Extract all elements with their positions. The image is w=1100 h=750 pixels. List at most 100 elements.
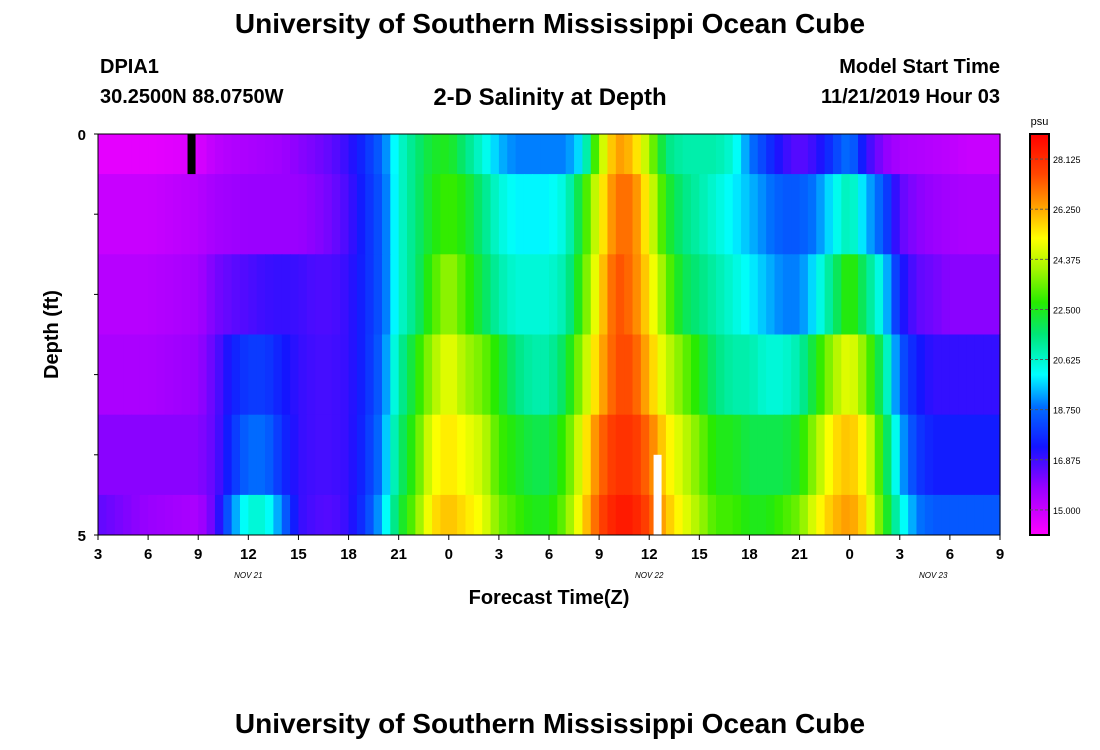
heatmap-cell <box>757 334 767 416</box>
heatmap-cell <box>348 254 358 335</box>
heatmap-cell <box>891 174 901 255</box>
heatmap-cell <box>98 494 107 536</box>
heatmap-cell <box>173 494 183 536</box>
heatmap-cell <box>290 174 300 255</box>
heatmap-cell <box>607 134 617 175</box>
heatmap-cell <box>348 334 358 416</box>
heatmap-cell <box>507 254 517 335</box>
heatmap-cell <box>273 494 283 536</box>
heatmap-cell <box>607 334 617 416</box>
heatmap-cell <box>924 254 934 335</box>
heatmap-cell <box>482 174 492 255</box>
heatmap-cell <box>523 134 533 175</box>
heatmap-cell <box>724 334 734 416</box>
heatmap-cell <box>690 494 700 536</box>
heatmap-cell <box>432 134 442 175</box>
heatmap-cell <box>841 174 851 255</box>
heatmap-cell <box>724 134 734 175</box>
date-label: NOV 22 <box>635 571 664 580</box>
heatmap-cell <box>615 174 625 255</box>
heatmap-cell <box>682 134 692 175</box>
heatmap-cell <box>298 494 308 536</box>
heatmap-cell <box>148 174 158 255</box>
heatmap-cell <box>532 494 542 536</box>
heatmap-cell <box>523 174 533 255</box>
heatmap-cell <box>114 174 124 255</box>
heatmap-cell <box>966 254 976 335</box>
heatmap-cell <box>799 254 809 335</box>
heatmap-cell <box>515 254 525 335</box>
heatmap-cell <box>214 494 224 536</box>
heatmap-cell <box>239 174 249 255</box>
heatmap-cell <box>156 134 166 175</box>
heatmap-cell <box>858 334 867 416</box>
heatmap-cell <box>164 254 174 335</box>
heatmap-cell <box>774 494 784 536</box>
heatmap-cell <box>849 174 859 255</box>
heatmap-cell <box>899 174 909 255</box>
heatmap-cell <box>498 254 508 335</box>
heatmap-cell <box>523 254 533 335</box>
heatmap-cell <box>607 414 617 496</box>
heatmap-cell <box>941 334 951 416</box>
heatmap-cell <box>766 134 776 175</box>
heatmap-cell <box>774 174 784 255</box>
heatmap-cell <box>415 174 425 255</box>
heatmap-cell <box>557 254 567 335</box>
heatmap-cell <box>306 254 316 335</box>
heatmap-cell <box>991 174 1001 255</box>
heatmap-cells <box>98 134 1001 536</box>
heatmap-cell <box>883 134 893 175</box>
heatmap-cell <box>590 134 600 175</box>
heatmap-cell <box>749 414 759 496</box>
heatmap-cell <box>214 134 224 175</box>
model-start-label: Model Start Time <box>839 56 1000 78</box>
heatmap-cell <box>690 254 700 335</box>
heatmap-cell <box>883 494 893 536</box>
heatmap-cell <box>114 334 124 416</box>
heatmap-cell <box>874 134 884 175</box>
heatmap-cell <box>515 414 525 496</box>
heatmap-cell <box>156 334 166 416</box>
heatmap-cell <box>858 414 867 496</box>
heatmap-cell <box>465 334 475 416</box>
heatmap-cell <box>239 334 249 416</box>
heatmap-cell <box>883 334 893 416</box>
heatmap-cell <box>699 334 709 416</box>
heatmap-cell <box>824 174 834 255</box>
heatmap-cell <box>716 134 725 175</box>
heatmap-cell <box>98 174 107 255</box>
heatmap-cell <box>256 134 266 175</box>
heatmap-cell <box>448 254 458 335</box>
heatmap-cell <box>298 414 308 496</box>
heatmap-cell <box>949 334 959 416</box>
position-markers <box>187 134 662 535</box>
heatmap-cell <box>482 334 492 416</box>
heatmap-cell <box>782 254 792 335</box>
heatmap-cell <box>757 134 767 175</box>
heatmap-cell <box>323 254 333 335</box>
heatmap-cell <box>916 494 926 536</box>
heatmap-cell <box>448 494 458 536</box>
heatmap-cell <box>490 494 500 536</box>
heatmap-cell <box>340 254 350 335</box>
heatmap-cell <box>256 174 266 255</box>
heatmap-cell <box>991 494 1001 536</box>
heatmap-cell <box>206 334 216 416</box>
heatmap-cell <box>248 174 258 255</box>
heatmap-cell <box>432 334 442 416</box>
heatmap-cell <box>874 414 884 496</box>
heatmap-cell <box>757 414 767 496</box>
heatmap-cell <box>290 334 300 416</box>
heatmap-cell <box>866 414 876 496</box>
heatmap-cell <box>632 134 642 175</box>
heatmap-cell <box>423 254 433 335</box>
heatmap-cell <box>991 414 1001 496</box>
heatmap-cell <box>206 254 216 335</box>
heatmap-cell <box>816 494 826 536</box>
heatmap-cell <box>832 254 842 335</box>
heatmap-cell <box>164 494 174 536</box>
heatmap-cell <box>724 414 734 496</box>
heatmap-cell <box>206 414 216 496</box>
